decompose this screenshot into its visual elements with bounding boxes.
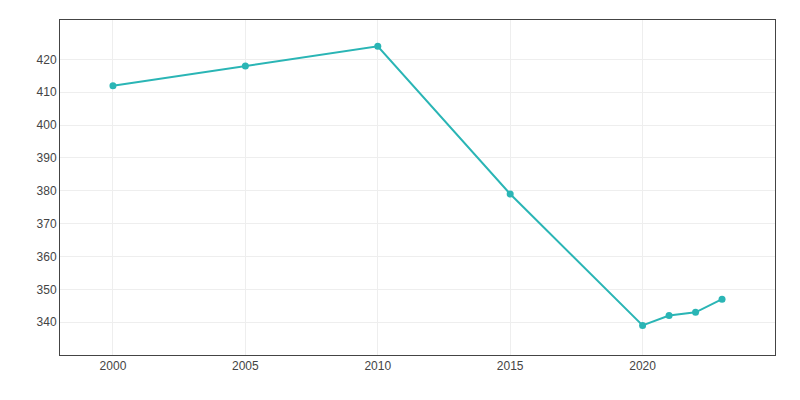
svg-text:2020: 2020	[629, 359, 656, 373]
svg-text:360: 360	[37, 250, 57, 264]
svg-text:370: 370	[37, 217, 57, 231]
svg-text:340: 340	[37, 315, 57, 329]
svg-text:390: 390	[37, 151, 57, 165]
svg-text:2000: 2000	[100, 359, 127, 373]
svg-text:2015: 2015	[497, 359, 524, 373]
svg-text:2010: 2010	[364, 359, 391, 373]
svg-text:420: 420	[37, 53, 57, 67]
svg-text:380: 380	[37, 184, 57, 198]
svg-text:350: 350	[37, 283, 57, 297]
svg-text:2005: 2005	[232, 359, 259, 373]
svg-text:400: 400	[37, 118, 57, 132]
svg-text:410: 410	[37, 85, 57, 99]
